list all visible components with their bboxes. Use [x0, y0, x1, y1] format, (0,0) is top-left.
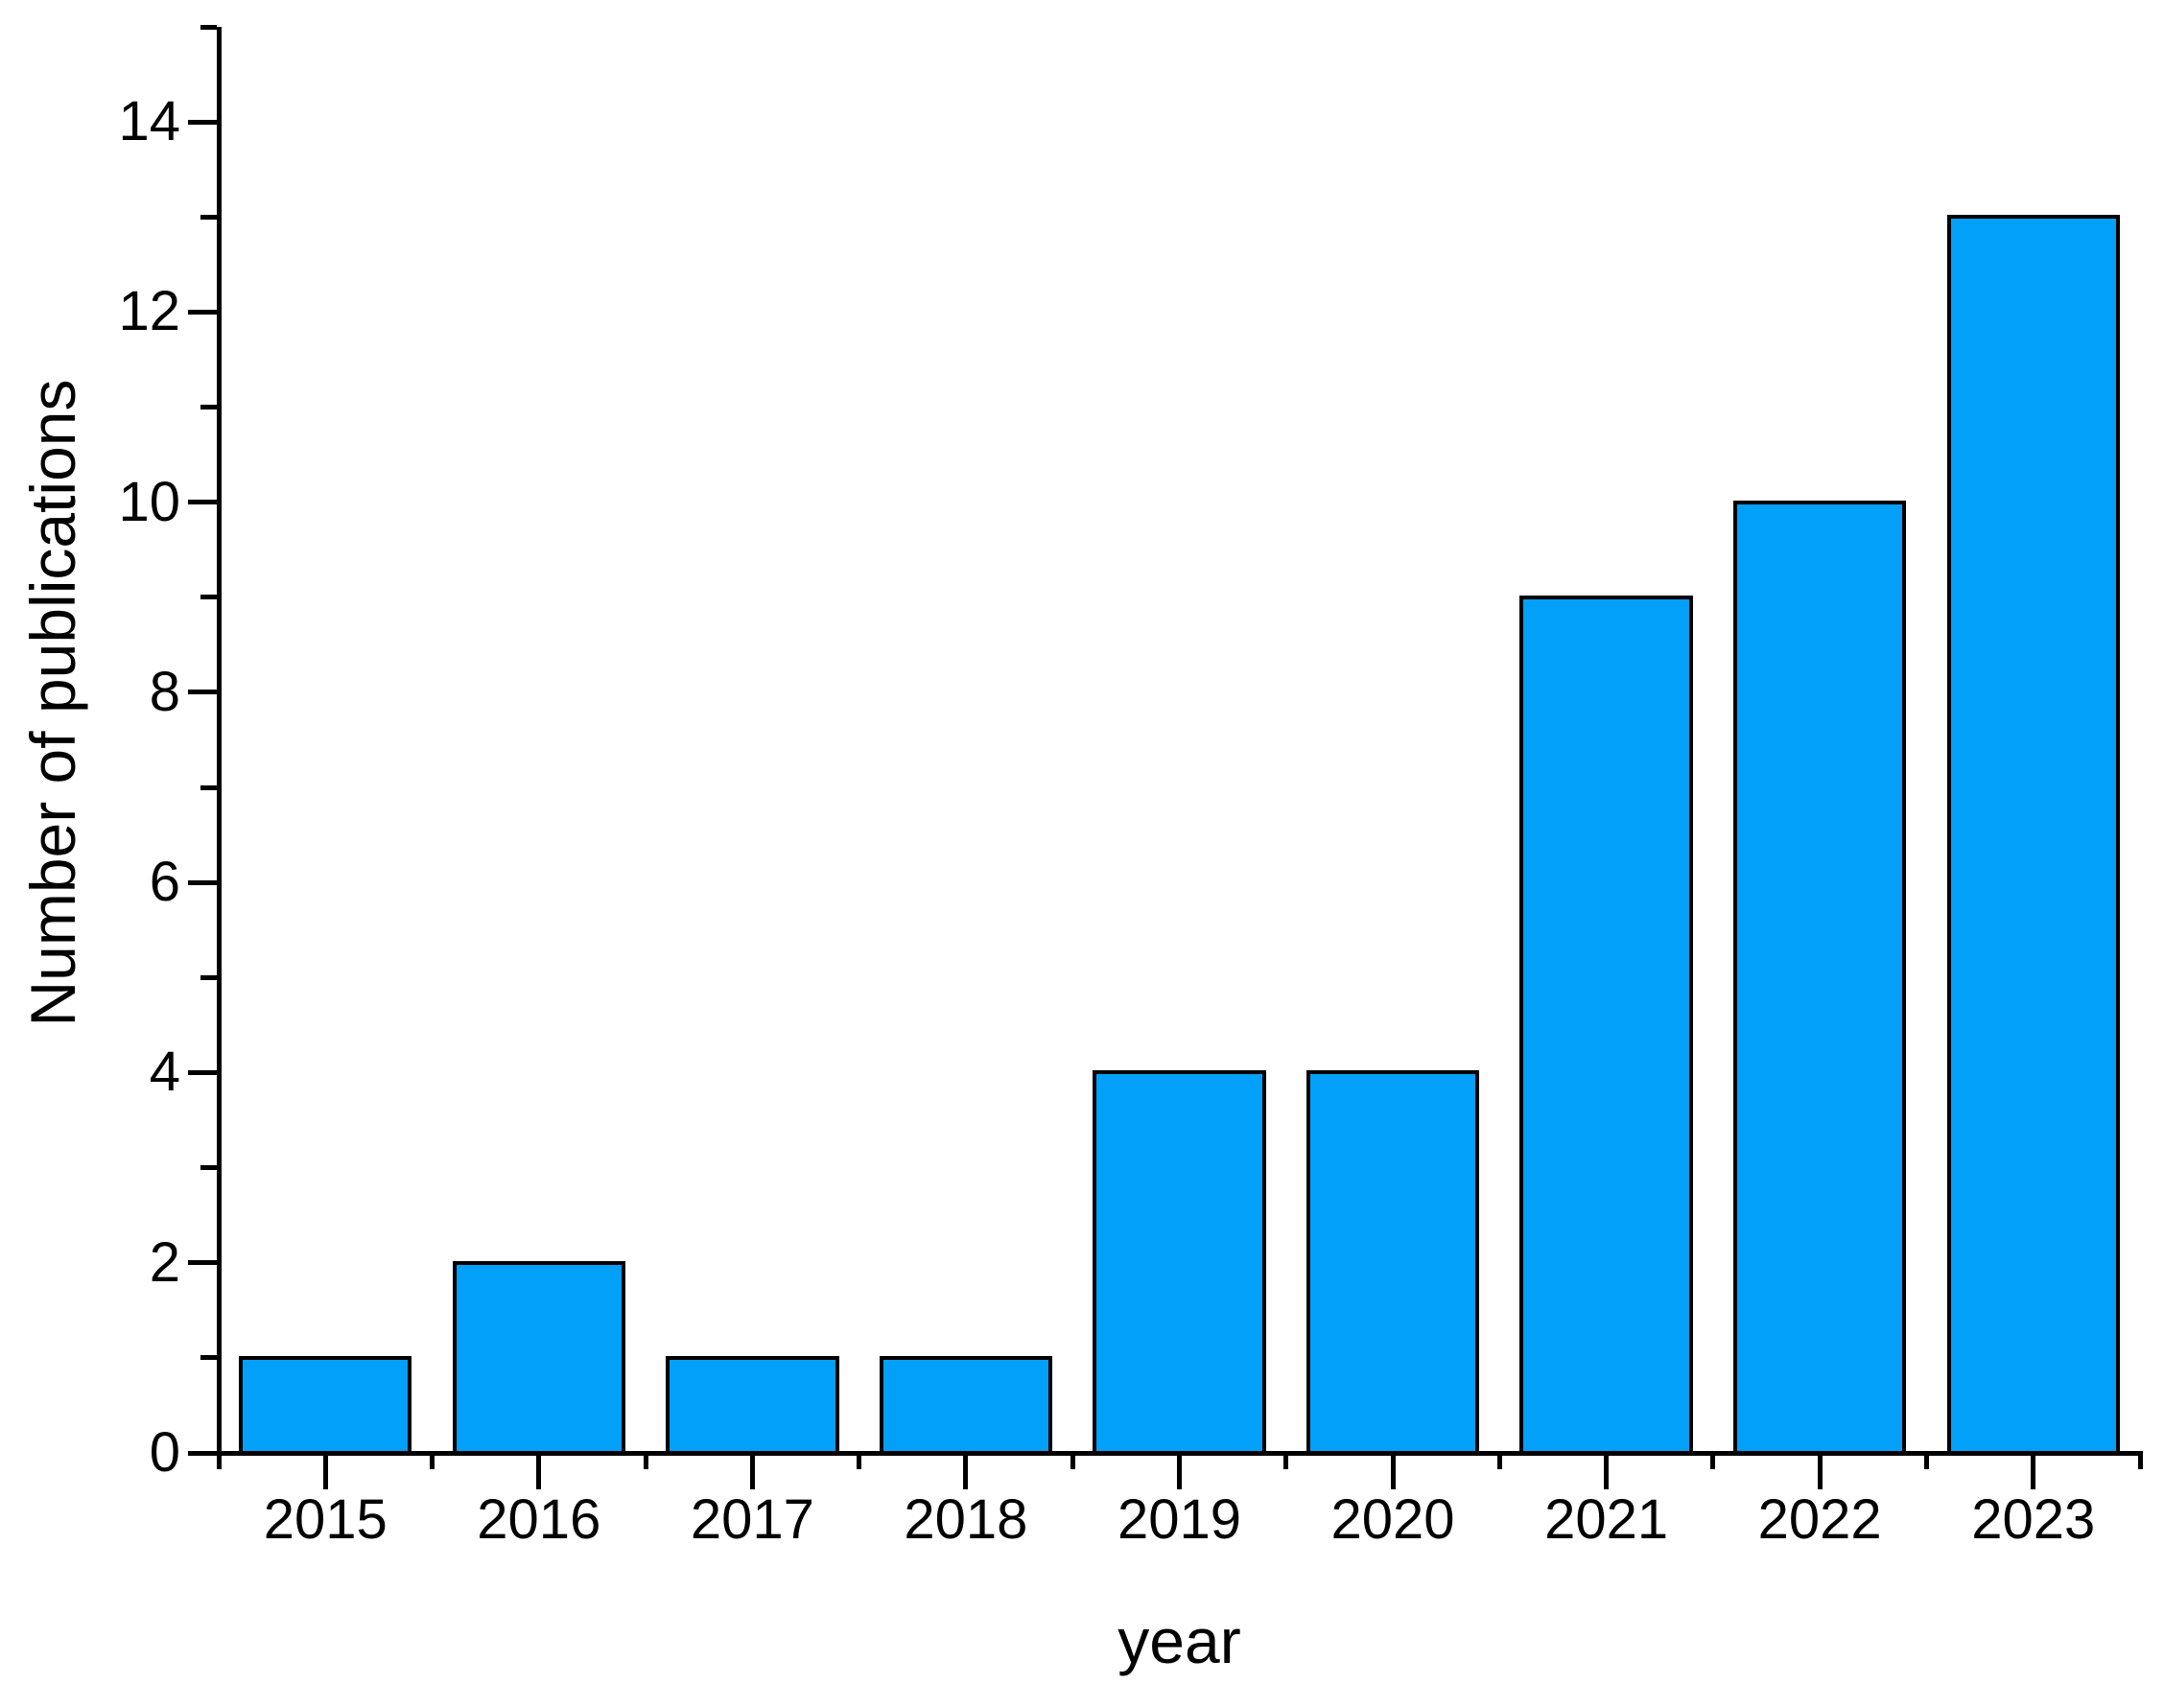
x-major-tick — [536, 1450, 542, 1489]
y-tick-label: 4 — [149, 1041, 180, 1104]
x-minor-tick — [1070, 1450, 1075, 1469]
x-major-tick — [963, 1450, 969, 1489]
x-tick-label: 2017 — [690, 1488, 814, 1551]
y-minor-tick — [200, 1165, 217, 1171]
y-tick-label: 10 — [118, 470, 180, 533]
bar-2021 — [1519, 595, 1693, 1455]
x-tick-label: 2016 — [477, 1488, 601, 1551]
y-axis-title: Number of publications — [17, 379, 88, 1027]
y-major-tick — [187, 690, 217, 695]
x-major-tick — [1390, 1450, 1396, 1489]
bar-2019 — [1093, 1070, 1266, 1455]
x-tick-label: 2015 — [263, 1488, 388, 1551]
x-minor-tick — [1496, 1450, 1502, 1469]
y-major-tick — [187, 879, 217, 885]
x-major-tick — [2031, 1450, 2036, 1489]
y-minor-tick — [200, 1355, 217, 1361]
bar-2023 — [1946, 215, 2120, 1455]
y-minor-tick — [200, 405, 217, 410]
y-axis-line — [216, 27, 222, 1453]
x-major-tick — [1177, 1450, 1182, 1489]
bar-2020 — [1305, 1070, 1480, 1455]
y-tick-label: 0 — [149, 1421, 180, 1484]
x-minor-tick — [1283, 1450, 1289, 1469]
x-axis-line — [216, 1450, 2143, 1456]
x-minor-tick — [857, 1450, 862, 1469]
y-tick-label: 12 — [118, 280, 180, 343]
x-minor-tick — [2137, 1450, 2143, 1469]
y-minor-tick — [200, 784, 217, 790]
x-minor-tick — [216, 1450, 222, 1469]
y-minor-tick — [200, 595, 217, 600]
y-major-tick — [187, 1069, 217, 1075]
y-minor-tick — [200, 24, 217, 30]
y-major-tick — [187, 500, 217, 505]
x-tick-label: 2018 — [904, 1488, 1028, 1551]
x-major-tick — [1604, 1450, 1610, 1489]
x-tick-label: 2023 — [1971, 1488, 2096, 1551]
bar-2016 — [452, 1260, 625, 1455]
bar-2022 — [1733, 500, 1907, 1455]
y-minor-tick — [200, 974, 217, 980]
x-axis-title: year — [1117, 1605, 1241, 1676]
x-major-tick — [322, 1450, 328, 1489]
x-tick-label: 2021 — [1544, 1488, 1669, 1551]
x-minor-tick — [643, 1450, 648, 1469]
x-minor-tick — [1923, 1450, 1929, 1469]
x-major-tick — [1817, 1450, 1823, 1489]
bar-2018 — [879, 1355, 1053, 1455]
y-minor-tick — [200, 214, 217, 220]
y-tick-label: 8 — [149, 660, 180, 723]
y-tick-label: 2 — [149, 1230, 180, 1294]
x-minor-tick — [1710, 1450, 1716, 1469]
y-major-tick — [187, 1450, 217, 1456]
x-major-tick — [749, 1450, 755, 1489]
y-major-tick — [187, 309, 217, 315]
y-major-tick — [187, 119, 217, 125]
x-tick-label: 2020 — [1330, 1488, 1455, 1551]
x-tick-label: 2019 — [1117, 1488, 1241, 1551]
x-minor-tick — [430, 1450, 435, 1469]
y-tick-label: 14 — [118, 90, 180, 153]
y-major-tick — [187, 1260, 217, 1266]
x-tick-label: 2022 — [1757, 1488, 1882, 1551]
y-tick-label: 6 — [149, 851, 180, 914]
